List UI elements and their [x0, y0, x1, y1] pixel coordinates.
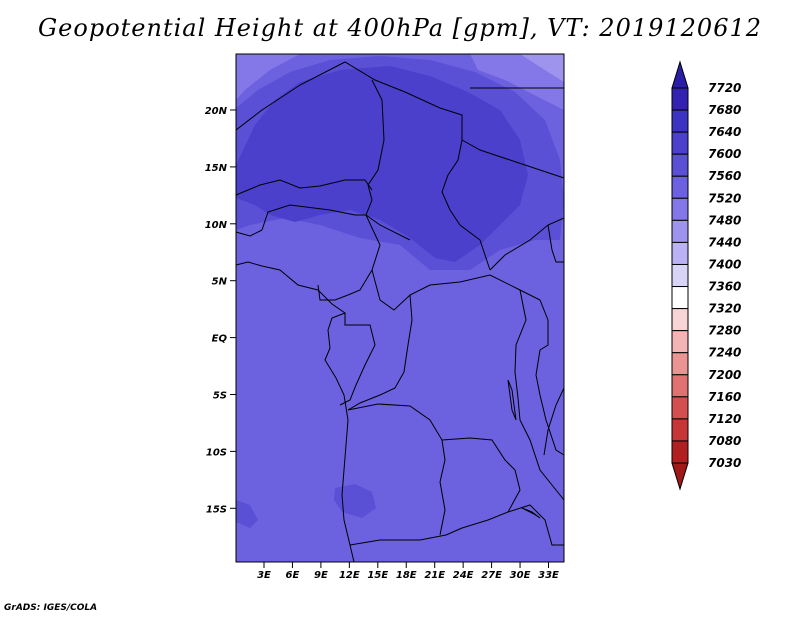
- colorbar-box: [671, 197, 689, 221]
- colorbar-label: 7160: [708, 390, 741, 404]
- border-kenya-ethiopia: [547, 224, 564, 263]
- lat-tick-label: 15S: [206, 504, 227, 515]
- colorbar-box: [671, 87, 689, 111]
- colorbar-label: 7280: [708, 324, 741, 338]
- map-frame: [235, 53, 565, 563]
- latitude-axis: 20N 15N 10N 5N EQ 5S 10S 15S: [205, 106, 236, 515]
- colorbar-label: 7720: [708, 81, 741, 95]
- colorbar-box: [671, 308, 689, 332]
- colorbar-box: [671, 131, 689, 155]
- border-sudan: [461, 139, 565, 179]
- colorbar-box: [671, 440, 689, 464]
- lon-tick-label: 6E: [286, 570, 300, 581]
- fill-lighter-ne: [520, 54, 564, 82]
- colorbar-label: 7560: [708, 169, 741, 183]
- lon-tick-label: 9E: [314, 570, 328, 581]
- border-drc-east: [347, 294, 413, 411]
- border-mozambique: [507, 504, 564, 546]
- colorbar-label: 7640: [708, 125, 741, 139]
- fill-light-nw: [236, 54, 300, 100]
- lon-tick-label: 18E: [396, 570, 417, 581]
- border-mali-niger: [235, 179, 373, 196]
- colorbar-label: 7240: [708, 346, 741, 360]
- colorbar-box: [671, 374, 689, 398]
- border-great-lakes: [514, 289, 565, 501]
- border-cameroon-chad: [371, 269, 549, 321]
- colorbar-box: [671, 175, 689, 199]
- longitude-axis: 3E 6E 9E 12E 15E 18E 21E 24E 27E 30E 33E: [257, 562, 559, 581]
- fill-mid-southwest: [236, 500, 258, 528]
- footer-credit: GrADS: IGES/COLA: [4, 603, 98, 613]
- colorbar-label: 7680: [708, 103, 741, 117]
- lake-malawi: [521, 507, 541, 519]
- contour-fill: [236, 54, 564, 562]
- fill-darkest-north: [255, 92, 480, 238]
- lat-tick-label: EQ: [212, 334, 228, 345]
- border-sahara-north: [235, 61, 491, 271]
- colorbar-box: [671, 352, 689, 376]
- border-east-africa: [535, 320, 565, 456]
- colorbar-label: 7400: [708, 257, 741, 271]
- colorbar-label: 7440: [708, 235, 741, 249]
- lat-tick-label: 5N: [212, 277, 228, 288]
- country-borders: [235, 61, 565, 563]
- colorbar-label: 7360: [708, 280, 741, 294]
- colorbar-label: 7320: [708, 302, 741, 316]
- colorbar-box: [671, 418, 689, 442]
- lat-tick-label: 10N: [205, 220, 228, 231]
- border-zambia: [441, 437, 521, 536]
- border-south: [349, 534, 447, 546]
- lon-tick-label: 21E: [424, 570, 445, 581]
- colorbar-box: [671, 219, 689, 243]
- lon-tick-label: 27E: [481, 570, 502, 581]
- colorbar-box: [671, 109, 689, 133]
- lon-tick-label: 12E: [339, 570, 360, 581]
- colorbar-label: 7120: [708, 412, 741, 426]
- colorbar-box: [671, 330, 689, 354]
- colorbar-label: 7600: [708, 147, 741, 161]
- colorbar-label: 7080: [708, 434, 741, 448]
- map-title: Geopotential Height at 400hPa [gpm], VT:…: [38, 14, 762, 42]
- colorbar-box: [671, 286, 689, 310]
- coastline-west-africa: [235, 261, 355, 563]
- lat-tick-label: 10S: [206, 447, 227, 458]
- colorbar-box: [671, 263, 689, 288]
- fill-mid-spot: [334, 484, 376, 518]
- lon-tick-label: 3E: [257, 570, 271, 581]
- border-nigeria: [261, 204, 381, 301]
- border-car-congo: [339, 313, 376, 406]
- lon-tick-label: 15E: [367, 570, 388, 581]
- lat-tick-label: 5S: [213, 391, 227, 402]
- colorbar: 7720 7680 7640 7600 7560 7520 7480 7440 7400 7360…: [671, 60, 741, 491]
- colorbar-label: 7030: [708, 456, 741, 470]
- lon-tick-label: 24E: [453, 570, 474, 581]
- colorbar-box: [671, 153, 689, 177]
- colorbar-box: [671, 396, 689, 420]
- colorbar-label: 7200: [708, 368, 741, 382]
- border-west-small: [235, 229, 263, 237]
- border-sudan-south: [489, 217, 565, 271]
- colorbar-arrow-bottom: [671, 462, 689, 491]
- colorbar-arrow-top: [671, 60, 689, 89]
- lat-tick-label: 20N: [205, 106, 228, 117]
- lon-tick-label: 30E: [510, 570, 531, 581]
- lon-tick-label: 33E: [538, 570, 559, 581]
- fill-light-ne: [470, 54, 564, 110]
- lat-tick-label: 15N: [205, 163, 228, 174]
- colorbar-box: [671, 241, 689, 265]
- lake-tanganyika: [507, 379, 517, 421]
- colorbar-label: 7480: [708, 213, 741, 227]
- border-coast-se: [543, 387, 565, 456]
- colorbar-label: 7520: [708, 191, 741, 205]
